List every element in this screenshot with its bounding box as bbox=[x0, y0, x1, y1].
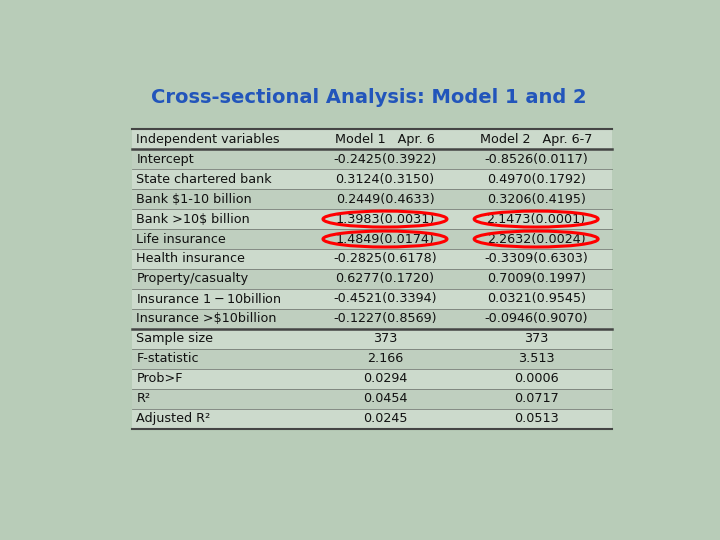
Text: 373: 373 bbox=[373, 332, 397, 345]
Text: 0.3206(0.4195): 0.3206(0.4195) bbox=[487, 193, 585, 206]
FancyBboxPatch shape bbox=[132, 349, 612, 369]
Text: Bank >10$ billion: Bank >10$ billion bbox=[136, 213, 250, 226]
FancyBboxPatch shape bbox=[132, 189, 612, 209]
Text: 1.4849(0.0174): 1.4849(0.0174) bbox=[336, 233, 434, 246]
FancyBboxPatch shape bbox=[132, 269, 612, 289]
FancyBboxPatch shape bbox=[132, 389, 612, 409]
Text: Independent variables: Independent variables bbox=[136, 133, 280, 146]
Text: 2.2632(0.0024): 2.2632(0.0024) bbox=[487, 233, 585, 246]
FancyBboxPatch shape bbox=[132, 289, 612, 309]
Text: State chartered bank: State chartered bank bbox=[136, 173, 272, 186]
FancyBboxPatch shape bbox=[132, 309, 612, 329]
Text: Intercept: Intercept bbox=[136, 153, 194, 166]
Text: Insurance >$10billion: Insurance >$10billion bbox=[136, 312, 276, 326]
Text: 0.0513: 0.0513 bbox=[514, 412, 559, 425]
Text: 0.3124(0.3150): 0.3124(0.3150) bbox=[336, 173, 435, 186]
Text: -0.2825(0.6178): -0.2825(0.6178) bbox=[333, 253, 437, 266]
Text: -0.1227(0.8569): -0.1227(0.8569) bbox=[333, 312, 437, 326]
Text: Health insurance: Health insurance bbox=[136, 253, 246, 266]
Text: 0.4970(0.1792): 0.4970(0.1792) bbox=[487, 173, 585, 186]
FancyBboxPatch shape bbox=[132, 409, 612, 429]
FancyBboxPatch shape bbox=[132, 229, 612, 249]
Text: 2.166: 2.166 bbox=[367, 352, 403, 365]
Text: 0.6277(0.1720): 0.6277(0.1720) bbox=[336, 273, 434, 286]
Text: 0.0245: 0.0245 bbox=[363, 412, 408, 425]
FancyBboxPatch shape bbox=[132, 369, 612, 389]
Text: Adjusted R²: Adjusted R² bbox=[136, 412, 210, 425]
Text: Insurance $1-$10billion: Insurance $1-$10billion bbox=[136, 292, 282, 306]
Text: 0.0717: 0.0717 bbox=[514, 392, 559, 405]
Text: 1.3983(0.0031): 1.3983(0.0031) bbox=[336, 213, 435, 226]
Text: 0.0006: 0.0006 bbox=[514, 372, 559, 385]
Text: Model 2   Apr. 6-7: Model 2 Apr. 6-7 bbox=[480, 133, 593, 146]
Text: 373: 373 bbox=[524, 332, 549, 345]
Text: R²: R² bbox=[136, 392, 150, 405]
Text: Model 1   Apr. 6: Model 1 Apr. 6 bbox=[335, 133, 435, 146]
Text: 0.0294: 0.0294 bbox=[363, 372, 408, 385]
FancyBboxPatch shape bbox=[132, 169, 612, 189]
Text: -0.4521(0.3394): -0.4521(0.3394) bbox=[333, 292, 437, 306]
FancyBboxPatch shape bbox=[132, 249, 612, 269]
Text: Sample size: Sample size bbox=[136, 332, 213, 345]
FancyBboxPatch shape bbox=[132, 149, 612, 169]
Text: -0.3309(0.6303): -0.3309(0.6303) bbox=[485, 253, 588, 266]
Text: -0.2425(0.3922): -0.2425(0.3922) bbox=[333, 153, 436, 166]
FancyBboxPatch shape bbox=[132, 209, 612, 229]
Text: 0.2449(0.4633): 0.2449(0.4633) bbox=[336, 193, 434, 206]
Text: Bank $1-10 billion: Bank $1-10 billion bbox=[136, 193, 252, 206]
Text: Cross-sectional Analysis: Model 1 and 2: Cross-sectional Analysis: Model 1 and 2 bbox=[151, 87, 587, 107]
Text: -0.0946(0.9070): -0.0946(0.9070) bbox=[485, 312, 588, 326]
Text: 0.0454: 0.0454 bbox=[363, 392, 408, 405]
Text: Prob>F: Prob>F bbox=[136, 372, 183, 385]
Text: F-statistic: F-statistic bbox=[136, 352, 199, 365]
Text: Property/casualty: Property/casualty bbox=[136, 273, 248, 286]
Text: Life insurance: Life insurance bbox=[136, 233, 226, 246]
Text: 2.1473(0.0001): 2.1473(0.0001) bbox=[487, 213, 585, 226]
Text: 0.7009(0.1997): 0.7009(0.1997) bbox=[487, 273, 585, 286]
FancyBboxPatch shape bbox=[132, 329, 612, 349]
Text: 0.0321(0.9545): 0.0321(0.9545) bbox=[487, 292, 585, 306]
Text: 3.513: 3.513 bbox=[518, 352, 554, 365]
Text: -0.8526(0.0117): -0.8526(0.0117) bbox=[485, 153, 588, 166]
FancyBboxPatch shape bbox=[132, 129, 612, 149]
